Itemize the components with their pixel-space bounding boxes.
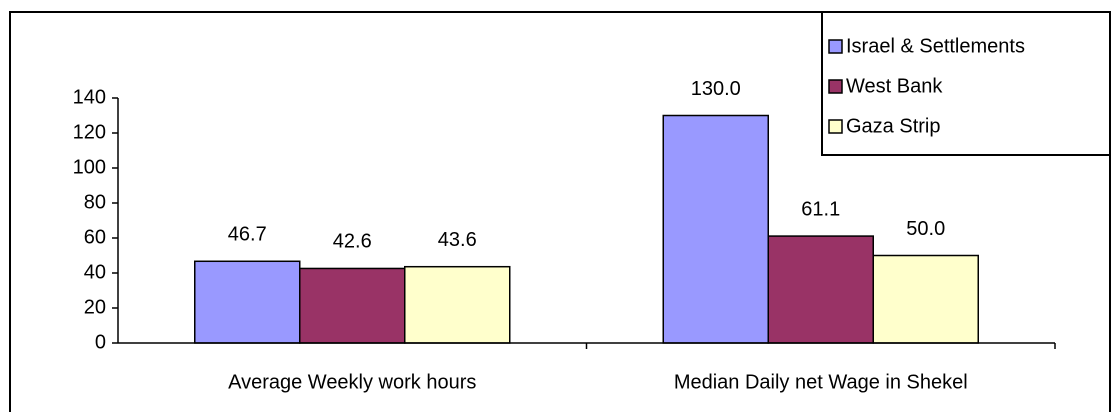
x-tick-label: Median Daily net Wage in Shekel [674,371,968,393]
y-tick-label: 80 [84,191,106,213]
bar [872,254,979,344]
value-label: 46.7 [228,224,267,246]
value-label: 50.0 [906,218,945,240]
y-tick-label: 20 [84,296,106,318]
legend-swatch [828,39,843,54]
bar [662,114,769,344]
legend-label: West Bank [846,75,943,97]
y-tick-label: 60 [84,226,106,248]
value-label: 61.1 [801,198,840,220]
bar [299,267,406,344]
value-label: 42.6 [333,231,372,253]
value-label: 43.6 [438,229,477,251]
legend-swatch [828,119,843,134]
x-tick-label: Average Weekly work hours [228,371,476,393]
bar [767,235,874,344]
bar [404,265,511,344]
y-tick-label: 140 [73,86,106,108]
value-label: 130.0 [691,78,741,100]
legend-label: Israel & Settlements [846,35,1025,57]
y-tick-label: 40 [84,261,106,283]
y-tick-label: 0 [95,331,106,353]
legend-box [821,11,1111,156]
legend-swatch [828,79,843,94]
legend-label: Gaza Strip [846,115,940,137]
y-tick-label: 120 [73,121,106,143]
bar [194,260,301,344]
y-tick-label: 100 [73,156,106,178]
